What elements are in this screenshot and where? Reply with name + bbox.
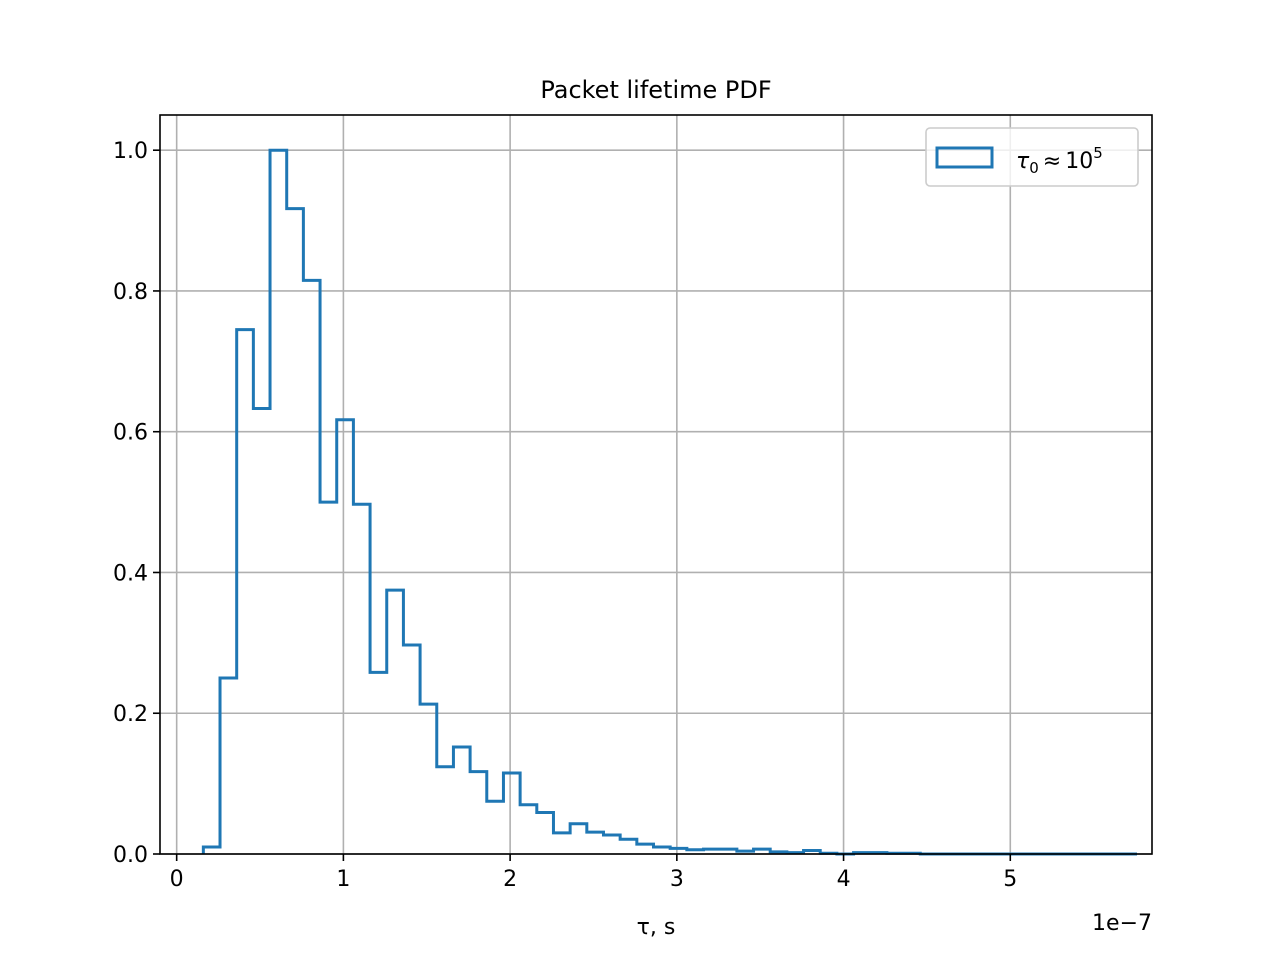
histogram-bin bbox=[503, 773, 520, 854]
histogram-bin bbox=[587, 832, 604, 854]
histogram-bin bbox=[220, 678, 237, 854]
y-axis-ticks: 0.0 0.2 0.4 0.6 0.8 1.0 bbox=[113, 139, 160, 868]
histogram-bin bbox=[670, 848, 687, 854]
y-tick-label: 0.2 bbox=[113, 702, 148, 727]
histogram-bin bbox=[520, 805, 537, 854]
histogram-bin bbox=[437, 767, 454, 854]
x-axis-label: τ, s bbox=[637, 915, 676, 940]
y-tick-label: 1.0 bbox=[113, 139, 148, 164]
axes-frame bbox=[159, 114, 1153, 855]
histogram-step-line bbox=[201, 148, 1137, 856]
legend-label-subscript: 0 bbox=[1029, 159, 1039, 177]
x-tick-label: 5 bbox=[1003, 867, 1017, 892]
x-tick-label: 4 bbox=[837, 867, 851, 892]
histogram-bin bbox=[370, 672, 387, 854]
histogram-bin bbox=[637, 844, 654, 854]
legend-label: τ0 ≈105 bbox=[1016, 144, 1103, 177]
x-tick-label: 0 bbox=[170, 867, 184, 892]
histogram-bin bbox=[603, 835, 620, 854]
legend-frame bbox=[925, 127, 1139, 187]
y-tick-label: 0.6 bbox=[113, 421, 148, 446]
histogram-bin bbox=[387, 590, 404, 854]
histogram-bin bbox=[553, 833, 570, 854]
histogram-bin bbox=[203, 847, 220, 854]
histogram-bin bbox=[470, 772, 487, 854]
x-tick-label: 3 bbox=[670, 867, 684, 892]
histogram-bin bbox=[253, 408, 270, 854]
legend: τ0 ≈105 bbox=[925, 127, 1139, 187]
plot-area bbox=[160, 115, 1152, 854]
x-axis-offset-label: 1e−7 bbox=[1092, 911, 1152, 936]
histogram-bin bbox=[337, 420, 354, 854]
x-tick-label: 1 bbox=[336, 867, 350, 892]
histogram-bin bbox=[653, 847, 670, 854]
histogram-bin bbox=[353, 504, 370, 854]
histogram-bin bbox=[453, 747, 470, 854]
histogram-bin bbox=[620, 839, 637, 854]
histogram-bin bbox=[487, 801, 504, 854]
legend-label-base: 10 bbox=[1065, 149, 1093, 174]
chart-title: Packet lifetime PDF bbox=[540, 76, 771, 104]
histogram-bin bbox=[403, 645, 420, 854]
legend-swatch bbox=[935, 146, 994, 169]
y-tick-label: 0.8 bbox=[113, 280, 148, 305]
y-tick-label: 0.4 bbox=[113, 561, 148, 586]
legend-label-exponent: 5 bbox=[1093, 144, 1103, 162]
legend-label-relation: ≈ bbox=[1043, 149, 1061, 174]
histogram-bin bbox=[237, 330, 254, 854]
x-axis-ticks: 0 1 2 3 4 5 bbox=[170, 854, 1017, 892]
histogram-bin bbox=[420, 704, 437, 854]
histogram-bin bbox=[303, 280, 320, 854]
histogram-bin bbox=[537, 812, 554, 854]
histogram-bin bbox=[320, 502, 337, 854]
y-tick-label: 0.0 bbox=[113, 843, 148, 868]
legend-label-symbol: τ bbox=[1016, 149, 1030, 174]
x-tick-label: 2 bbox=[503, 867, 517, 892]
histogram-bin bbox=[287, 209, 304, 854]
series-layer bbox=[201, 148, 1137, 856]
histogram-bin bbox=[270, 150, 287, 854]
histogram-bin bbox=[570, 824, 587, 854]
